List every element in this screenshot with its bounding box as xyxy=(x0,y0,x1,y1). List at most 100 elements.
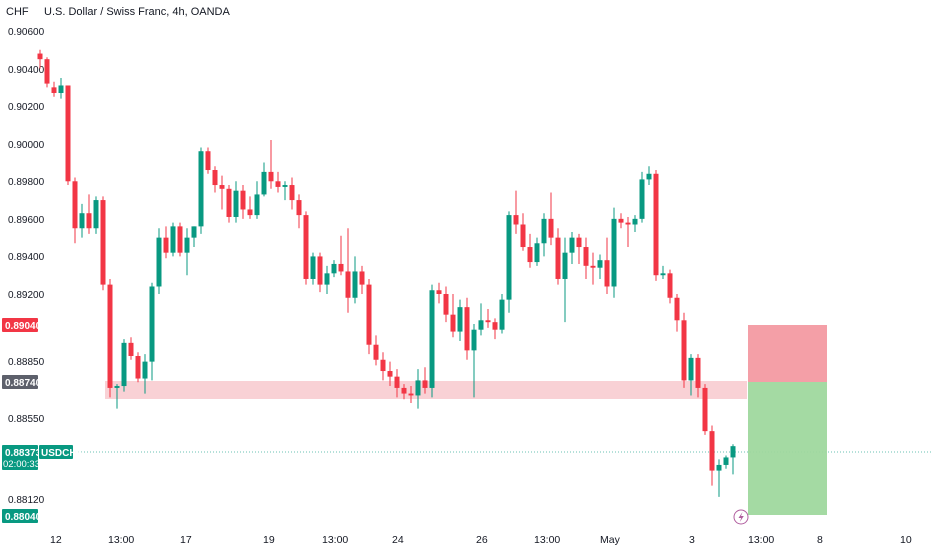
x-tick: 13:00 xyxy=(534,534,560,546)
candle-body xyxy=(380,359,386,372)
candle-body xyxy=(51,87,57,93)
candle-body xyxy=(352,271,358,298)
candle-body xyxy=(611,218,617,287)
candle-body xyxy=(387,371,393,377)
candle-body xyxy=(653,173,659,276)
candle-body xyxy=(135,355,141,379)
candle-body xyxy=(422,380,428,388)
candle-body xyxy=(702,387,708,432)
y-tick: 0.90400 xyxy=(8,65,45,76)
y-tick: 0.88850 xyxy=(8,357,45,368)
x-tick: 12 xyxy=(50,534,62,546)
candle-body xyxy=(156,237,162,287)
candle-body xyxy=(562,252,568,279)
candle-body xyxy=(58,85,64,93)
y-tick: 0.90000 xyxy=(8,140,45,151)
candle-body xyxy=(646,173,652,180)
candle-body xyxy=(44,59,50,84)
candle-body xyxy=(415,380,421,396)
currency-label: CHF xyxy=(6,6,29,18)
candle-body xyxy=(534,243,540,263)
y-tick: 0.88120 xyxy=(8,495,45,506)
candle-body xyxy=(541,218,547,244)
candle-body xyxy=(485,320,491,323)
candle-body xyxy=(310,256,316,279)
candle-body xyxy=(625,222,631,225)
candle-body xyxy=(436,290,442,294)
candle-body xyxy=(247,209,253,216)
candle-body xyxy=(583,247,589,266)
candle-body xyxy=(177,226,183,253)
x-axis[interactable]: 12 13:00 17 19 13:00 24 26 13:00 May 3 1… xyxy=(50,534,912,546)
candle-body xyxy=(345,271,351,298)
candle-body xyxy=(618,218,624,223)
x-tick: May xyxy=(600,534,621,546)
candle-body xyxy=(226,188,232,217)
stop-price-badge: 0.89040 xyxy=(2,318,42,332)
candle-body xyxy=(282,185,288,187)
candle-body xyxy=(373,344,379,360)
candle-body xyxy=(324,273,330,285)
candle-body xyxy=(198,151,204,227)
candles xyxy=(37,49,736,497)
candle-body xyxy=(527,247,533,263)
candle-body xyxy=(457,307,463,332)
candle-body xyxy=(464,307,470,351)
y-axis[interactable]: 0.90600 0.90400 0.90200 0.90000 0.89800 … xyxy=(8,27,45,506)
candle-body xyxy=(163,237,169,253)
take-profit-zone[interactable] xyxy=(748,382,827,515)
candle-body xyxy=(730,446,736,458)
candle-body xyxy=(37,53,43,60)
candle-body xyxy=(632,218,638,225)
candle-body xyxy=(471,329,477,351)
candle-body xyxy=(191,226,197,238)
target-price-badge: 0.88040 xyxy=(2,509,42,523)
candle-body xyxy=(275,181,281,187)
candle-body xyxy=(240,190,246,210)
candle-body xyxy=(366,284,372,345)
candle-body xyxy=(499,299,505,330)
candle-body xyxy=(331,263,337,274)
candle-body xyxy=(128,342,134,356)
entry-price-text: 0.88740 xyxy=(5,378,42,389)
candle-body xyxy=(107,284,113,388)
support-zone[interactable] xyxy=(105,381,747,399)
y-tick: 0.90600 xyxy=(8,27,45,38)
y-tick: 0.90200 xyxy=(8,102,45,113)
candle-body xyxy=(723,457,729,465)
candle-body xyxy=(520,224,526,248)
current-price-badge: 0.88373 02:00:33 USDCHF xyxy=(2,445,83,470)
candle-body xyxy=(478,320,484,330)
candle-body xyxy=(492,322,498,330)
stop-price-text: 0.89040 xyxy=(5,321,42,332)
x-tick: 8 xyxy=(817,534,823,546)
x-tick: 13:00 xyxy=(748,534,774,546)
candle-body xyxy=(205,151,211,171)
candle-body xyxy=(681,320,687,381)
x-tick: 26 xyxy=(476,534,488,546)
candle-body xyxy=(667,273,673,298)
candle-body xyxy=(688,357,694,381)
x-tick: 13:00 xyxy=(108,534,134,546)
candle-body xyxy=(149,286,155,362)
candle-body xyxy=(555,237,561,279)
candle-body xyxy=(114,386,120,388)
candle-body xyxy=(604,260,610,287)
candle-body xyxy=(429,290,435,388)
candle-body xyxy=(72,181,78,229)
x-tick: 24 xyxy=(392,534,404,546)
stop-loss-zone[interactable] xyxy=(748,325,827,382)
y-tick: 0.89600 xyxy=(8,215,45,226)
candle-body xyxy=(394,376,400,388)
x-tick: 17 xyxy=(180,534,192,546)
lightning-icon[interactable] xyxy=(733,509,749,525)
candle-body xyxy=(79,213,85,229)
y-tick: 0.89400 xyxy=(8,252,45,263)
candle-body xyxy=(576,237,582,248)
candle-body xyxy=(219,185,225,189)
candle-body xyxy=(450,314,456,332)
x-tick: 13:00 xyxy=(322,534,348,546)
candle-body xyxy=(86,213,92,229)
candle-body xyxy=(254,194,260,216)
